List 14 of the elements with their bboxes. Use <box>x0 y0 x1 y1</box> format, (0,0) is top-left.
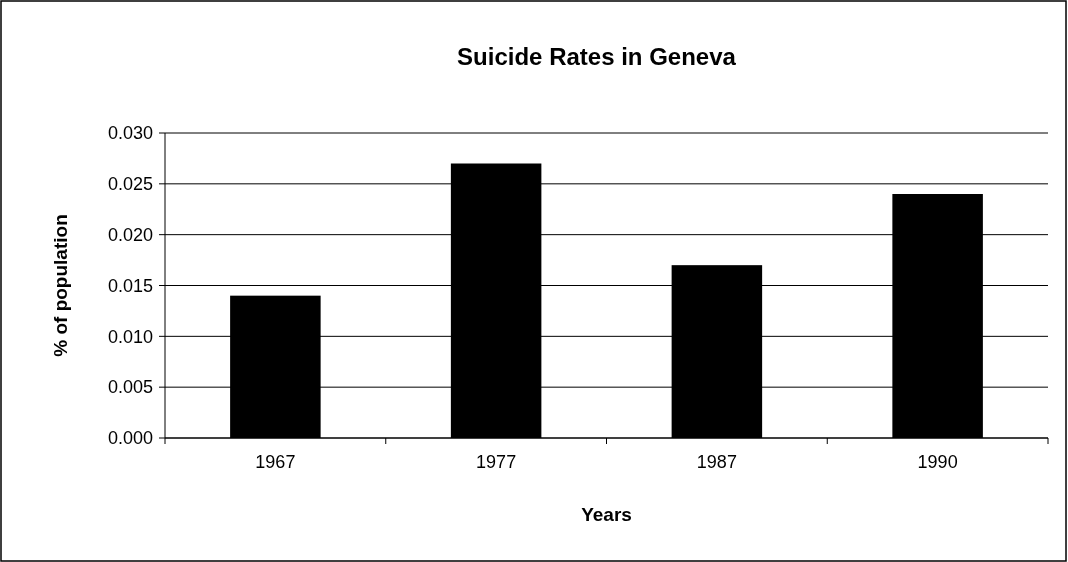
y-tick-label: 0.000 <box>107 428 153 449</box>
x-tick-label: 1990 <box>917 452 958 472</box>
x-tick-label: 1987 <box>696 452 737 472</box>
y-tick-label: 0.025 <box>107 174 153 195</box>
y-axis-title: % of population <box>50 214 71 357</box>
y-tick-label: 0.010 <box>107 326 153 347</box>
y-tick-label: 0.020 <box>107 224 153 245</box>
x-tick-label: 1977 <box>476 452 517 472</box>
y-tick-label: 0.005 <box>107 377 153 398</box>
y-tick-label: 0.030 <box>107 123 153 144</box>
x-tick-label: 1967 <box>255 452 296 472</box>
y-tick-label: 0.015 <box>107 275 153 296</box>
chart-title: Suicide Rates in Geneva <box>457 43 737 70</box>
x-axis-title: Years <box>581 504 632 525</box>
